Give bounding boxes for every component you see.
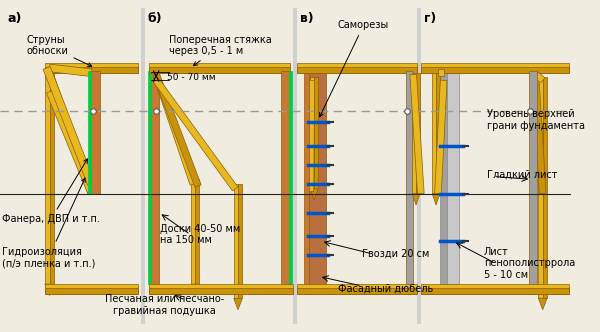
- Polygon shape: [421, 288, 569, 293]
- Polygon shape: [436, 73, 440, 194]
- Polygon shape: [149, 63, 290, 73]
- Polygon shape: [46, 90, 94, 195]
- Polygon shape: [91, 71, 100, 194]
- Polygon shape: [297, 63, 417, 73]
- Polygon shape: [43, 66, 95, 186]
- Polygon shape: [45, 63, 138, 73]
- Polygon shape: [289, 71, 292, 284]
- Text: б): б): [148, 12, 162, 25]
- Text: Фасадный дюбель: Фасадный дюбель: [338, 284, 433, 294]
- Polygon shape: [304, 71, 309, 284]
- Text: Гвозди 20 см: Гвозди 20 см: [362, 249, 429, 259]
- Polygon shape: [148, 71, 151, 284]
- Polygon shape: [314, 77, 318, 189]
- Text: Уровень верхней
грани фундамента: Уровень верхней грани фундамента: [487, 110, 586, 131]
- Polygon shape: [149, 288, 293, 293]
- Polygon shape: [417, 8, 421, 324]
- Polygon shape: [412, 194, 420, 205]
- Polygon shape: [45, 284, 54, 295]
- Polygon shape: [238, 184, 242, 298]
- Polygon shape: [310, 189, 318, 200]
- Text: Струны
обноски: Струны обноски: [26, 35, 92, 66]
- Polygon shape: [308, 71, 326, 284]
- Polygon shape: [412, 73, 416, 194]
- Text: 50 - 70 мм: 50 - 70 мм: [167, 73, 215, 82]
- Text: Гидроизоляция
(п/э пленка и т.п.): Гидроизоляция (п/э пленка и т.п.): [2, 178, 95, 268]
- Polygon shape: [538, 77, 542, 298]
- Polygon shape: [149, 71, 159, 284]
- Text: Гладкий лист: Гладкий лист: [487, 170, 558, 180]
- Polygon shape: [88, 71, 91, 194]
- Text: г): г): [424, 12, 436, 25]
- Polygon shape: [529, 71, 537, 284]
- Text: Саморезы: Саморезы: [320, 20, 389, 117]
- Polygon shape: [195, 179, 199, 284]
- Polygon shape: [191, 284, 199, 295]
- Polygon shape: [45, 288, 138, 293]
- Polygon shape: [149, 284, 293, 293]
- Polygon shape: [293, 8, 297, 324]
- Polygon shape: [297, 284, 417, 293]
- Polygon shape: [542, 77, 547, 298]
- Polygon shape: [440, 71, 448, 284]
- Polygon shape: [534, 72, 545, 83]
- Polygon shape: [432, 73, 436, 194]
- Polygon shape: [46, 72, 95, 195]
- Polygon shape: [538, 298, 547, 310]
- Polygon shape: [191, 179, 195, 284]
- Polygon shape: [438, 69, 443, 76]
- Polygon shape: [416, 73, 420, 194]
- Polygon shape: [421, 63, 569, 73]
- Polygon shape: [50, 73, 54, 284]
- Polygon shape: [45, 73, 50, 284]
- Text: Фанера, ДВП и т.п.: Фанера, ДВП и т.п.: [2, 159, 100, 224]
- Polygon shape: [141, 8, 145, 324]
- Polygon shape: [310, 77, 314, 189]
- Polygon shape: [154, 78, 238, 191]
- Polygon shape: [297, 288, 417, 293]
- Text: а): а): [8, 12, 22, 25]
- FancyBboxPatch shape: [0, 8, 571, 324]
- Text: Доски 40-50 мм
на 150 мм: Доски 40-50 мм на 150 мм: [160, 224, 240, 245]
- Polygon shape: [234, 184, 238, 298]
- Polygon shape: [421, 67, 569, 73]
- Polygon shape: [406, 71, 413, 284]
- Polygon shape: [234, 298, 242, 310]
- Polygon shape: [297, 67, 417, 73]
- Polygon shape: [149, 67, 290, 73]
- Polygon shape: [448, 71, 459, 284]
- Text: Песчаная или песчано-
гравийная подушка: Песчаная или песчано- гравийная подушка: [105, 294, 224, 316]
- Polygon shape: [421, 284, 569, 293]
- Polygon shape: [153, 73, 196, 185]
- Polygon shape: [153, 73, 201, 187]
- Polygon shape: [49, 64, 92, 76]
- Polygon shape: [434, 80, 447, 194]
- Polygon shape: [432, 194, 440, 205]
- Text: Лист
пенополистррола
5 - 10 см: Лист пенополистррола 5 - 10 см: [484, 247, 575, 280]
- Polygon shape: [307, 80, 314, 192]
- Text: в): в): [300, 12, 314, 25]
- Text: Поперечная стяжка
через 0,5 - 1 м: Поперечная стяжка через 0,5 - 1 м: [169, 35, 272, 66]
- Polygon shape: [45, 284, 138, 293]
- Polygon shape: [45, 67, 138, 73]
- Polygon shape: [533, 84, 546, 194]
- Polygon shape: [410, 74, 424, 194]
- Polygon shape: [281, 71, 290, 284]
